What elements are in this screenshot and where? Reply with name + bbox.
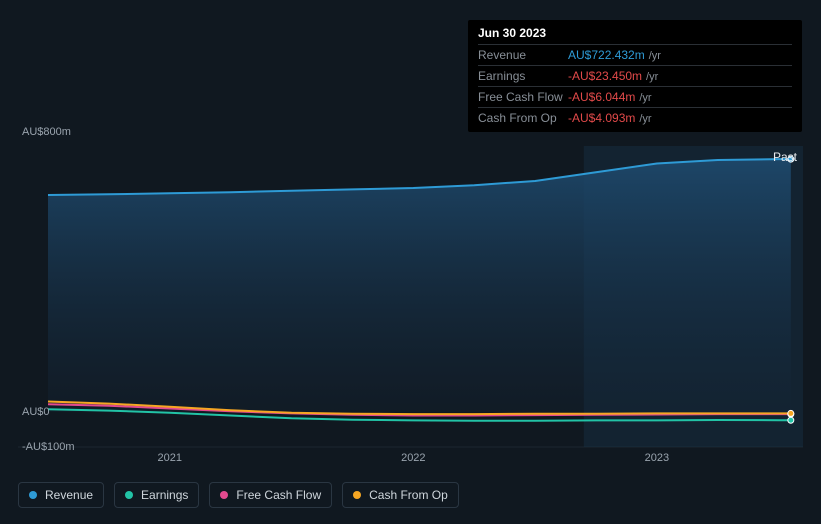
legend-label: Revenue: [45, 488, 93, 502]
plot-band-label: Past: [773, 150, 797, 164]
tooltip-row: Earnings-AU$23.450m/yr: [478, 65, 792, 86]
tooltip-row-unit: /yr: [639, 113, 651, 125]
legend-item[interactable]: Cash From Op: [342, 482, 459, 508]
x-tick-label: 2023: [645, 452, 669, 464]
legend-swatch-icon: [29, 491, 37, 499]
tooltip-date: Jun 30 2023: [478, 26, 792, 44]
x-tick-label: 2022: [401, 452, 425, 464]
legend-label: Cash From Op: [369, 488, 448, 502]
y-tick-label: -AU$100m: [22, 441, 62, 453]
tooltip-row-label: Free Cash Flow: [478, 90, 568, 104]
tooltip-row-unit: /yr: [649, 50, 661, 62]
legend-swatch-icon: [125, 491, 133, 499]
tooltip-row-value: -AU$6.044m: [568, 90, 635, 104]
y-tick-label: AU$0: [22, 406, 62, 418]
tooltip-row-value: -AU$23.450m: [568, 69, 642, 83]
legend-item[interactable]: Free Cash Flow: [209, 482, 332, 508]
legend-swatch-icon: [220, 491, 228, 499]
tooltip-row-label: Cash From Op: [478, 111, 568, 125]
legend-item[interactable]: Revenue: [18, 482, 104, 508]
tooltip-row-unit: /yr: [646, 71, 658, 83]
tooltip-row-value: AU$722.432m: [568, 48, 645, 62]
y-tick-label: AU$800m: [22, 126, 62, 138]
legend-swatch-icon: [353, 491, 361, 499]
tooltip-row: Cash From Op-AU$4.093m/yr: [478, 107, 792, 128]
tooltip-row-value: -AU$4.093m: [568, 111, 635, 125]
chart-container: AU$800m AU$0 -AU$100m 2021 2022 2023 Past Ju…: [0, 0, 821, 524]
x-tick-label: 2021: [158, 452, 182, 464]
chart-legend: Revenue Earnings Free Cash Flow Cash From O…: [18, 482, 459, 508]
tooltip-row: Free Cash Flow-AU$6.044m/yr: [478, 86, 792, 107]
tooltip-row-label: Earnings: [478, 69, 568, 83]
legend-label: Earnings: [141, 488, 188, 502]
legend-label: Free Cash Flow: [236, 488, 321, 502]
tooltip-row-unit: /yr: [639, 92, 651, 104]
chart-tooltip: Jun 30 2023 RevenueAU$722.432m/yrEarning…: [468, 20, 802, 132]
tooltip-row-label: Revenue: [478, 48, 568, 62]
tooltip-row: RevenueAU$722.432m/yr: [478, 44, 792, 65]
legend-item[interactable]: Earnings: [114, 482, 199, 508]
